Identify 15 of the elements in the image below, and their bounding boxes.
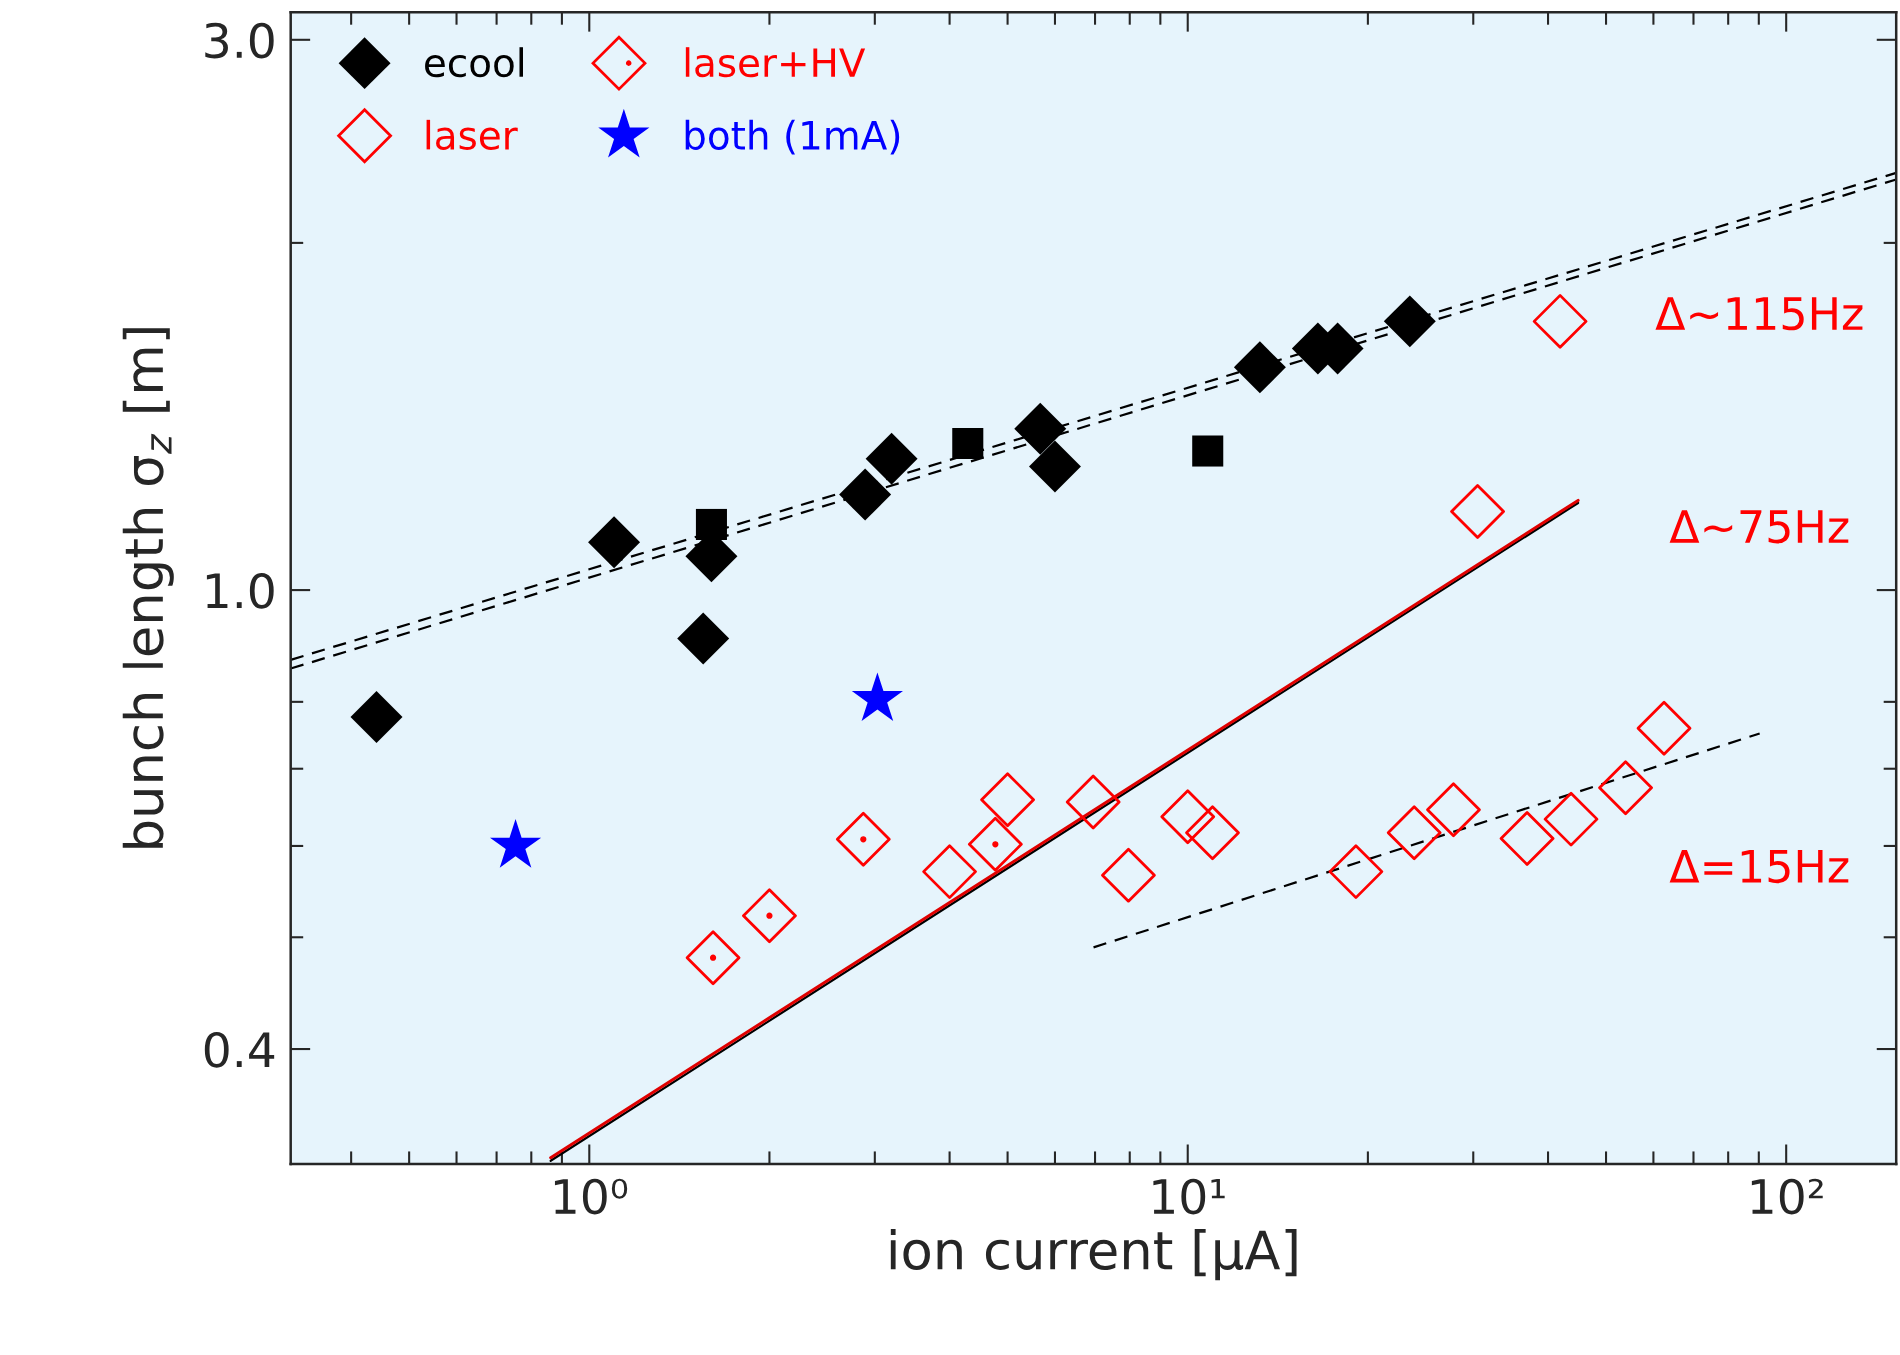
annotation: Δ~115Hz <box>1655 297 1863 331</box>
annotation: Δ~75Hz <box>1669 510 1849 544</box>
annotation: Δ=15Hz <box>1669 850 1849 884</box>
y-tick-label: 0.4 <box>204 1031 275 1068</box>
x-tick-label: 10¹ <box>1153 1178 1225 1215</box>
x-axis-title: ion current [μA] <box>890 1229 1297 1281</box>
legend-label: both (1mA) <box>685 119 900 155</box>
y-axis-title: bunch length σ$_{z}$ [m] <box>122 328 174 848</box>
x-tick-label: 10² <box>1751 1178 1823 1215</box>
y-tick-label: 3.0 <box>205 22 274 59</box>
legend-label: ecool <box>425 47 523 78</box>
legend-label: laser <box>426 119 518 150</box>
legend-label: laser+HV <box>685 47 866 78</box>
y-tick-label: 1.0 <box>206 572 274 609</box>
x-tick-label: 10⁰ <box>554 1178 628 1215</box>
